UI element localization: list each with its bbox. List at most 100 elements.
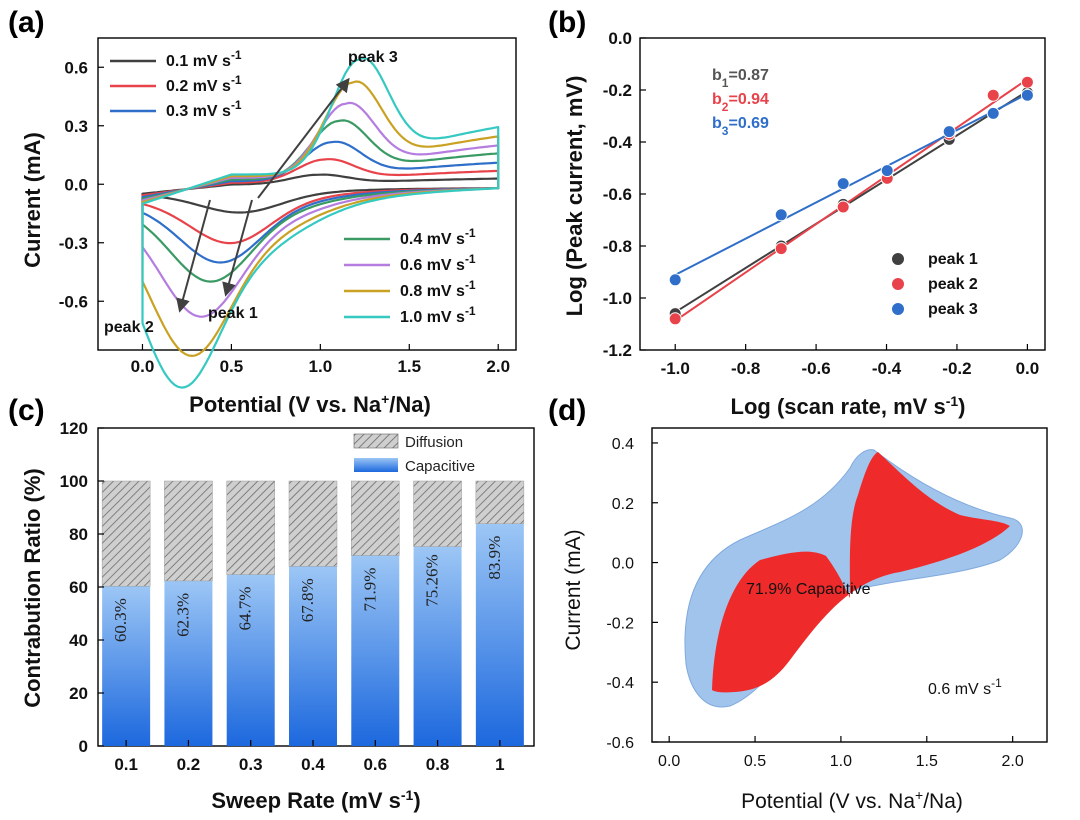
panel-b-series xyxy=(668,75,1034,326)
bar-capacitive xyxy=(475,523,524,746)
legend-swatch-capacitive xyxy=(354,458,398,472)
legend-label: 0.2 mV s-1 xyxy=(166,73,242,95)
legend-marker xyxy=(891,302,905,316)
x-tick-label: 0.4 xyxy=(301,755,325,774)
data-point-peak-3 xyxy=(942,125,956,139)
bar-value-label: 62.3% xyxy=(173,593,192,637)
data-point-peak-2 xyxy=(1020,75,1034,89)
x-tick-label: 0.8 xyxy=(426,755,450,774)
bar-diffusion xyxy=(351,480,400,556)
bar-value-label: 67.8% xyxy=(298,578,317,622)
legend-label: peak 2 xyxy=(928,276,978,293)
data-point-peak-3 xyxy=(880,164,894,178)
legend-label: 0.6 mV s-1 xyxy=(400,252,476,274)
y-tick-label: 0.0 xyxy=(608,29,632,48)
bar-value-label: 71.9% xyxy=(360,568,379,612)
legend-marker xyxy=(891,252,905,266)
cv-curve-1.0 xyxy=(141,57,500,389)
panel-a-ylabel: Current (mA) xyxy=(20,132,45,268)
y-tick-label: -0.3 xyxy=(59,234,88,253)
panel-c-axes: 0 20 40 60 80 100 120 0.1 0.2 0.3 0.4 0.6 0.8 1 xyxy=(60,419,505,774)
panel-d-ylabel: Current (mA) xyxy=(562,529,585,650)
panel-b-fit-labels: b1=0.87 b2=0.94 b3=0.69 xyxy=(712,67,769,138)
legend-swatch-diffusion xyxy=(353,433,399,449)
bar-diffusion xyxy=(288,480,338,567)
panel-a-frame xyxy=(97,37,517,351)
capacitive-area xyxy=(712,452,1010,693)
x-tick-label: 1.5 xyxy=(397,357,421,376)
x-tick-label: 1.0 xyxy=(830,753,852,770)
peak-1-arrow xyxy=(222,199,253,297)
panel-c-xlabel: Sweep Rate (mV s-1) xyxy=(211,787,420,813)
legend-label: 0.1 mV s-1 xyxy=(166,48,242,70)
y-tick-label: 100 xyxy=(60,472,88,491)
panel-c-bars: 60.3% 62.3% 64.7% 67.8% 71.9% 75.26% 83.9% xyxy=(101,480,525,746)
y-tick-label: -0.4 xyxy=(606,675,634,692)
x-tick-label: 1.0 xyxy=(309,357,333,376)
y-tick-label: 0 xyxy=(79,737,88,756)
fit-label-b2: b2=0.94 xyxy=(712,91,769,114)
data-point-peak-3 xyxy=(1020,88,1034,102)
x-tick-label: 0.2 xyxy=(177,755,201,774)
panel-a-peak-arrows xyxy=(176,77,350,313)
x-tick-label: -0.8 xyxy=(731,359,760,378)
scan-rate-annotation: 0.6 mV s-1 xyxy=(928,676,1002,698)
x-tick-label: 2.0 xyxy=(486,357,510,376)
legend-label-capacitive: Capacitive xyxy=(405,458,475,475)
panel-c: (c) 60.3% 62.3% 64.7% 67.8% 71.9% 75.26% 83.9%… xyxy=(8,394,535,813)
bar-capacitive xyxy=(351,555,400,746)
y-tick-label: 0.0 xyxy=(612,556,634,573)
legend-label: peak 1 xyxy=(928,251,978,268)
x-tick-label: 0.0 xyxy=(658,753,680,770)
legend-label: 0.8 mV s-1 xyxy=(400,278,476,300)
data-point-peak-2 xyxy=(774,242,788,256)
panel-a-xlabel: Potential (V vs. Na+/Na) xyxy=(189,391,431,417)
bar-value-label: 64.7% xyxy=(236,587,255,631)
fit-label-b3: b3=0.69 xyxy=(712,115,769,138)
panel-d-xlabel: Potential (V vs. Na+/Na) xyxy=(741,787,963,813)
fit-line-peak-1 xyxy=(674,90,1028,314)
x-tick-label: 0.0 xyxy=(1016,359,1040,378)
bar-value-label: 75.26% xyxy=(423,554,442,606)
x-tick-label: 0.3 xyxy=(239,755,263,774)
data-point-peak-2 xyxy=(836,200,850,214)
panel-d-axes: 0.0 0.5 1.0 1.5 2.0 -0.6 -0.4 -0.2 0.0 0.2 0.4 xyxy=(606,436,1023,770)
x-tick-label: -0.6 xyxy=(801,359,830,378)
bar-value-label: 60.3% xyxy=(111,598,130,642)
data-point-peak-2 xyxy=(668,312,682,326)
legend-label: peak 3 xyxy=(928,301,978,318)
legend-marker xyxy=(891,277,905,291)
bar-diffusion xyxy=(475,480,525,524)
bar-diffusion xyxy=(164,480,213,582)
y-tick-label: 0.4 xyxy=(612,436,634,453)
y-tick-label: 40 xyxy=(69,631,88,650)
x-tick-label: 1.5 xyxy=(916,753,938,770)
panel-a-axes: 0.0 0.5 1.0 1.5 2.0 -0.6 -0.3 0.0 0.3 0.6 xyxy=(59,58,510,376)
panel-b-label: (b) xyxy=(548,6,586,39)
bar-value-label: 83.9% xyxy=(485,536,504,580)
legend-label: 0.4 mV s-1 xyxy=(400,226,476,248)
panel-c-legend: Diffusion Capacitive xyxy=(353,433,475,475)
panel-a: (a) 0.0 0.5 1.0 1.5 2.0 -0.6 -0.3 0.0 0.3 0.6 pea… xyxy=(8,6,517,417)
bar-capacitive xyxy=(102,586,151,746)
fit-label-b1: b1=0.87 xyxy=(712,67,769,90)
y-tick-label: 120 xyxy=(60,419,88,438)
y-tick-label: -0.8 xyxy=(603,237,632,256)
y-tick-label: -1.2 xyxy=(603,341,632,360)
bar-capacitive xyxy=(226,574,275,746)
data-point-peak-2 xyxy=(986,88,1000,102)
panel-c-label: (c) xyxy=(8,394,45,427)
bar-capacitive xyxy=(289,566,337,746)
x-tick-label: 0.1 xyxy=(114,755,138,774)
y-tick-label: 0.0 xyxy=(64,175,88,194)
data-point-peak-3 xyxy=(986,106,1000,120)
x-tick-label: -0.4 xyxy=(872,359,902,378)
y-tick-label: -0.6 xyxy=(59,292,88,311)
x-tick-label: 0.6 xyxy=(363,755,387,774)
legend-label-diffusion: Diffusion xyxy=(405,434,463,451)
panel-a-cv-curves xyxy=(141,57,500,389)
y-tick-label: 0.6 xyxy=(64,58,88,77)
x-tick-label: 0.5 xyxy=(744,753,766,770)
x-tick-label: 2.0 xyxy=(1002,753,1024,770)
x-tick-label: -1.0 xyxy=(661,359,690,378)
